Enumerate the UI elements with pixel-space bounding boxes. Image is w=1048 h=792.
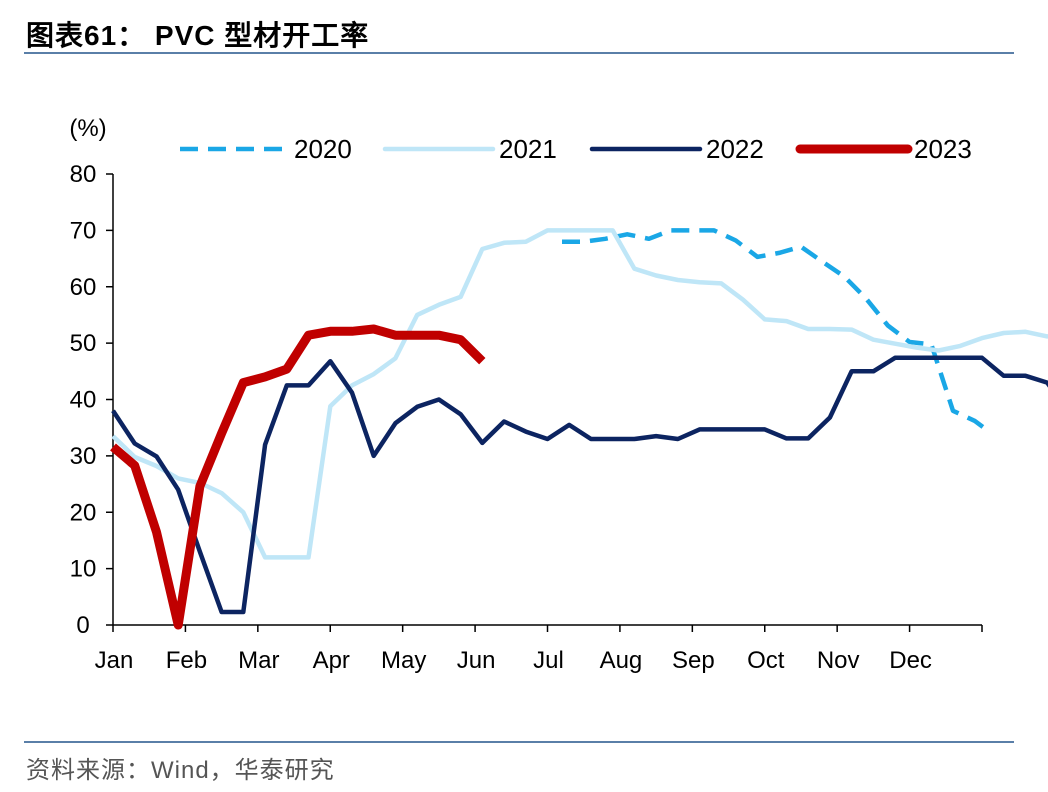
- y-tick-label: 20: [70, 499, 97, 526]
- x-tick-label: Jun: [457, 647, 496, 674]
- x-tick-label: Apr: [313, 647, 350, 674]
- source-divider: [24, 741, 1014, 743]
- figure-title: 图表61： PVC 型材开工率: [26, 20, 370, 51]
- x-tick-label: Jul: [533, 647, 564, 674]
- y-tick-label: 50: [70, 330, 97, 357]
- x-axis: Jan Feb Mar Apr May Jun Jul Aug Sep Oct Nov Dec: [95, 624, 983, 674]
- x-tick-label: Feb: [166, 647, 207, 674]
- line-chart: 2020 2021 2022 2023 (%) 0 10 20 30 40 50 60 70 80 J…: [69, 115, 1048, 674]
- x-tick-label: Nov: [817, 647, 860, 674]
- y-axis: 0 10 20 30 40 50 60 70 80: [70, 161, 114, 639]
- series-line-2023: [110, 324, 486, 630]
- legend-label-2020: 2020: [294, 134, 352, 164]
- x-tick-label: Jan: [95, 647, 134, 674]
- source-note: 资料来源：Wind，华泰研究: [26, 757, 335, 784]
- x-tick-label: Oct: [747, 647, 785, 674]
- series-line-2020: [562, 228, 991, 434]
- x-tick-label: May: [381, 647, 426, 674]
- x-tick-label: Mar: [238, 647, 279, 674]
- y-tick-label: 10: [70, 556, 97, 583]
- y-tick-label: 40: [70, 387, 97, 414]
- y-tick-label: 80: [70, 161, 97, 188]
- y-axis-unit-label: (%): [69, 115, 106, 142]
- legend-label-2022: 2022: [706, 134, 764, 164]
- legend-label-2023: 2023: [914, 134, 972, 164]
- y-tick-label: 60: [70, 274, 97, 301]
- legend-label-2021: 2021: [499, 134, 557, 164]
- x-tick-label: Dec: [889, 647, 932, 674]
- title-divider: [24, 52, 1014, 54]
- series-line-2022: [111, 355, 1048, 615]
- legend: 2020 2021 2022 2023: [180, 134, 972, 164]
- y-tick-label: 0: [76, 612, 89, 639]
- y-tick-label: 70: [70, 217, 97, 244]
- series-line-2021: [111, 228, 1048, 560]
- x-tick-label: Sep: [672, 647, 715, 674]
- x-tick-label: Aug: [600, 647, 643, 674]
- series-group: [110, 228, 1048, 630]
- y-tick-label: 30: [70, 443, 97, 470]
